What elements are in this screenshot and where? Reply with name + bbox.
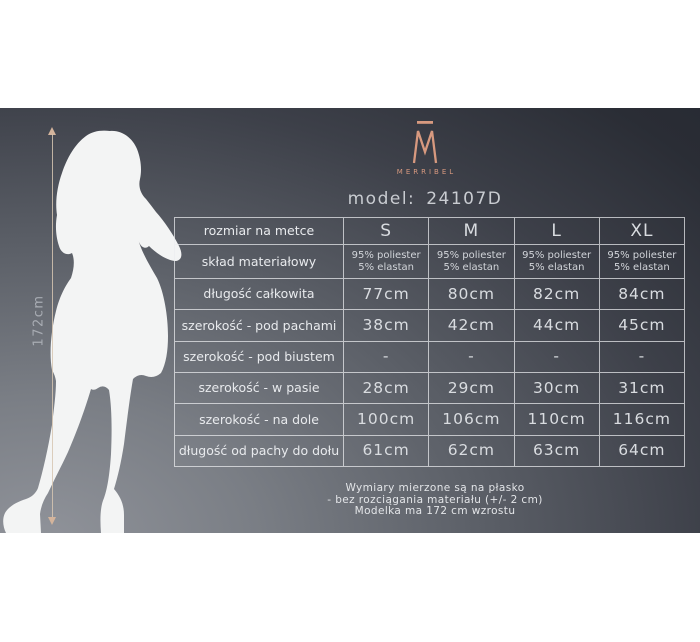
size-chart-banner: 172cm MERRIBEL model: 24107D rozmiar na … [0,108,700,533]
measurement-cell: 82cm [514,279,600,311]
size-row-label: rozmiar na metce [175,218,344,245]
measurement-cell: 84cm [599,279,685,311]
measurement-cell: 63cm [514,435,600,467]
measurement-cell: 28cm [344,373,430,405]
measurement-row-label: długość całkowita [175,279,344,311]
measurement-cell: 45cm [599,310,685,342]
measurement-cell: 44cm [514,310,600,342]
model-number: model: 24107D [347,189,503,209]
measurement-cell: 64cm [599,435,685,467]
arrow-down-icon [48,517,56,525]
size-header-s: S [344,218,430,245]
note-line: Modelka ma 172 cm wzrostu [354,505,516,517]
material-row-label: skład materiałowy [175,245,344,279]
measurement-row-label: szerokość - pod pachami [175,310,344,342]
note-line: Wymiary mierzone są na płasko [345,482,525,494]
material-line: 5% elastan [358,261,414,273]
material-line: 95% poliester [522,249,592,261]
brand-logo: MERRIBEL [375,121,475,176]
measurement-cell: 30cm [514,373,600,405]
measurement-cell: - [429,341,515,373]
material-line: 5% elastan [443,261,500,273]
material-line: 5% elastan [528,261,585,273]
model-silhouette [3,130,182,533]
brand-logo-m-icon [412,121,438,164]
measurement-cell: 42cm [429,310,515,342]
material-line: 95% poliester [351,249,421,261]
material-line: 95% poliester [436,249,506,261]
material-cell: 95% poliester 5% elastan [429,245,515,279]
measurement-cell: - [599,341,685,373]
measurement-cell: 62cm [429,435,515,467]
measurement-row-label: szerokość - pod biustem [175,341,344,373]
measurement-row-label: szerokość - na dole [175,404,344,436]
material-cell: 95% poliester 5% elastan [514,245,600,279]
measurement-cell: - [344,341,430,373]
measurement-row-label: długość od pachy do dołu [175,435,344,467]
size-table: rozmiar na metce S M L XL skład materiał… [174,217,685,467]
measurement-cell: 110cm [514,404,600,436]
measurement-cell: 61cm [344,435,430,467]
measurement-cell: 31cm [599,373,685,405]
brand-name: MERRIBEL [396,168,457,176]
size-header-xl: XL [599,218,685,245]
height-measure-line [52,134,53,522]
measurement-cell: 100cm [344,404,430,436]
measurement-cell: 77cm [344,279,430,311]
material-cell: 95% poliester 5% elastan [599,245,685,279]
material-line: 95% poliester [607,249,677,261]
note-line: - bez rozciągania materiału (+/- 2 cm) [327,493,543,506]
measurement-cell: 116cm [599,404,685,436]
size-header-m: M [429,218,515,245]
model-height-label: 172cm [31,294,47,347]
measurement-cell: 106cm [429,404,515,436]
material-line: 5% elastan [614,261,670,273]
measurement-note: Wymiary mierzone są na płasko - bez rozc… [280,482,590,518]
size-header-l: L [514,218,600,245]
measurement-row-label: szerokość - w pasie [175,373,344,405]
measurement-cell: - [514,341,600,373]
measurement-cell: 29cm [429,373,515,405]
material-cell: 95% poliester 5% elastan [344,245,430,279]
measurement-cell: 80cm [429,279,515,311]
arrow-up-icon [48,127,56,135]
measurement-cell: 38cm [344,310,430,342]
